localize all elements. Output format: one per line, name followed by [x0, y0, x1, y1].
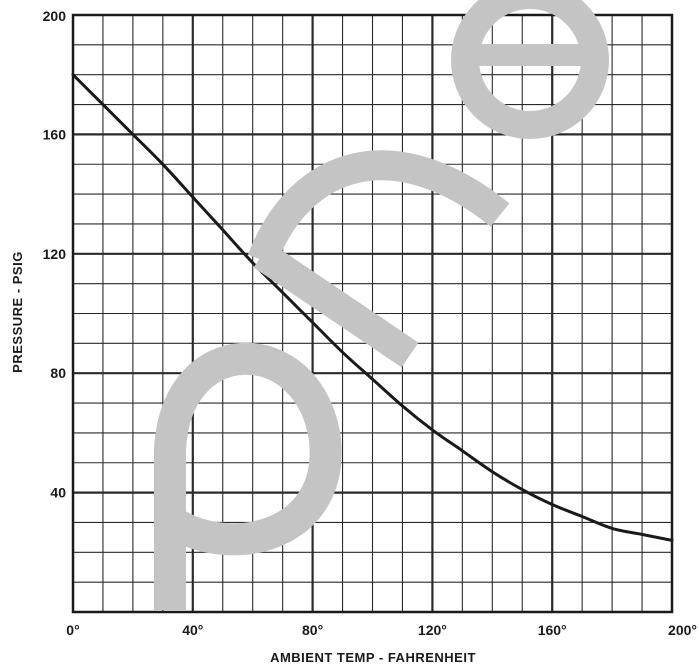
y-tick-label: 40: [50, 485, 66, 501]
x-tick-label: 80°: [302, 622, 323, 638]
x-axis-ticks: 0° 40° 80° 120° 160° 200°: [66, 622, 697, 638]
watermark-r-leg: [253, 242, 419, 368]
pressure-curve: [71, 73, 674, 542]
watermark-e-bowl: [451, 0, 609, 139]
x-tick-label: 0°: [66, 622, 79, 638]
plot-frame: [71, 13, 674, 614]
watermark: [154, 0, 609, 610]
grid-major: [73, 15, 672, 612]
y-tick-label: 160: [43, 126, 67, 142]
x-axis-title: AMBIENT TEMP - FAHRENHEIT: [270, 650, 476, 665]
y-tick-label: 200: [43, 8, 67, 24]
x-tick-label: 200°: [668, 622, 697, 638]
watermark-p-bowl: [154, 342, 342, 610]
y-tick-label: 120: [43, 246, 67, 262]
y-axis-ticks: 40 80 120 160 200: [43, 8, 67, 501]
y-axis-title: PRESSURE - PSIG: [10, 251, 25, 373]
x-tick-label: 120°: [418, 622, 447, 638]
x-tick-label: 160°: [538, 622, 567, 638]
y-tick-label: 80: [50, 365, 66, 381]
watermark-r-stem: [247, 150, 510, 266]
x-tick-label: 40°: [182, 622, 203, 638]
